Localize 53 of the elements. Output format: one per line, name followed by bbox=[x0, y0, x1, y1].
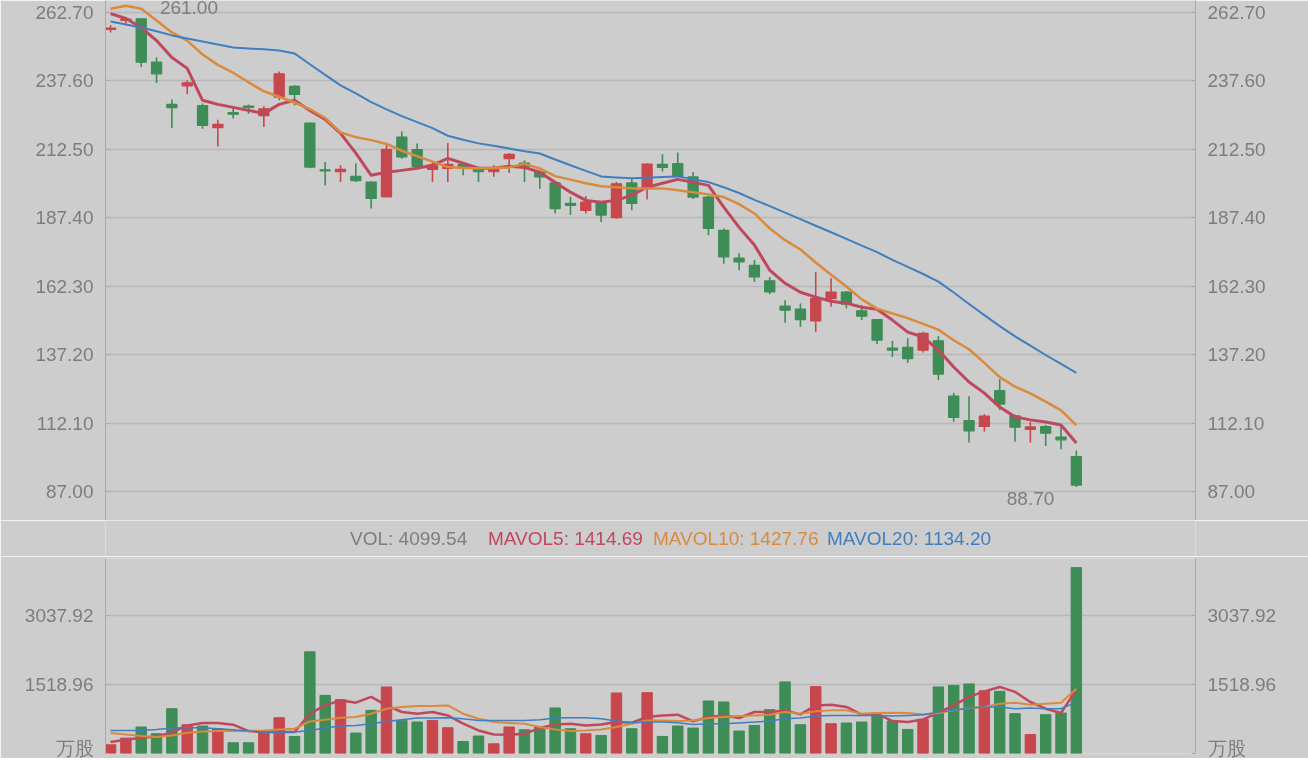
y2-tick-label: 112.10 bbox=[1207, 412, 1265, 434]
candlestick bbox=[779, 299, 791, 324]
y2-tick-label: 162.30 bbox=[1207, 275, 1266, 297]
y-tick-label: 262.70 bbox=[35, 2, 94, 23]
y-tick-label: 1518.96 bbox=[24, 674, 94, 696]
candlestick bbox=[963, 395, 975, 444]
candlestick bbox=[1024, 420, 1037, 444]
candlestick bbox=[273, 70, 285, 102]
y-tick-label: 87.00 bbox=[45, 481, 94, 503]
annotation: 261.00 bbox=[159, 0, 219, 18]
y-tick-label: 162.30 bbox=[35, 275, 94, 297]
y2-tick-label: 262.70 bbox=[1207, 2, 1266, 23]
candlestick bbox=[319, 161, 331, 187]
y-tick-label: 237.60 bbox=[35, 70, 94, 92]
y-tick-label: 137.20 bbox=[35, 344, 94, 366]
candlestick bbox=[825, 277, 837, 308]
candlestick bbox=[564, 196, 577, 216]
y2-tick-label: 212.50 bbox=[1207, 138, 1266, 160]
candlestick bbox=[288, 84, 301, 107]
y2-tick-label: 万股 bbox=[1207, 737, 1246, 759]
y2-tick-label: 87.00 bbox=[1207, 481, 1256, 503]
y-tick-label: 187.40 bbox=[35, 207, 94, 229]
text: VOL: 4099.54 bbox=[350, 528, 468, 549]
text: MAVOL20: 1134.20 bbox=[827, 528, 992, 549]
candlestick bbox=[994, 378, 1006, 411]
y-tick-label: 112.10 bbox=[36, 412, 94, 434]
candlestick bbox=[196, 102, 209, 130]
candlestick bbox=[166, 98, 178, 129]
candlestick bbox=[212, 118, 224, 148]
y2-tick-label: 137.20 bbox=[1207, 344, 1266, 366]
annotation: 88.70 bbox=[1006, 488, 1055, 510]
candlestick bbox=[150, 56, 163, 84]
candlestick bbox=[902, 337, 914, 364]
line-series bbox=[109, 20, 1078, 374]
y2-tick-label: 1518.96 bbox=[1207, 674, 1277, 696]
y2-tick-label: 3037.92 bbox=[1207, 605, 1277, 627]
text: MAVOL5: 1414.69 bbox=[488, 528, 643, 549]
text: MAVOL10: 1427.76 bbox=[653, 528, 819, 549]
candlestick bbox=[748, 259, 761, 283]
candlestick bbox=[948, 392, 960, 423]
y-tick-label: 212.50 bbox=[35, 138, 94, 160]
candlestick bbox=[503, 152, 515, 174]
candlestick bbox=[810, 271, 822, 333]
candlestick bbox=[350, 162, 362, 183]
candlestick bbox=[365, 180, 377, 210]
y-tick-label: 万股 bbox=[55, 737, 94, 759]
candlestick bbox=[1040, 424, 1052, 447]
candlestick bbox=[181, 79, 193, 96]
y-tick-label: 3037.92 bbox=[24, 605, 94, 627]
candlestick bbox=[871, 318, 883, 345]
y2-tick-label: 237.60 bbox=[1207, 70, 1266, 92]
candlestick bbox=[794, 302, 807, 328]
y2-tick-label: 187.40 bbox=[1207, 207, 1266, 229]
